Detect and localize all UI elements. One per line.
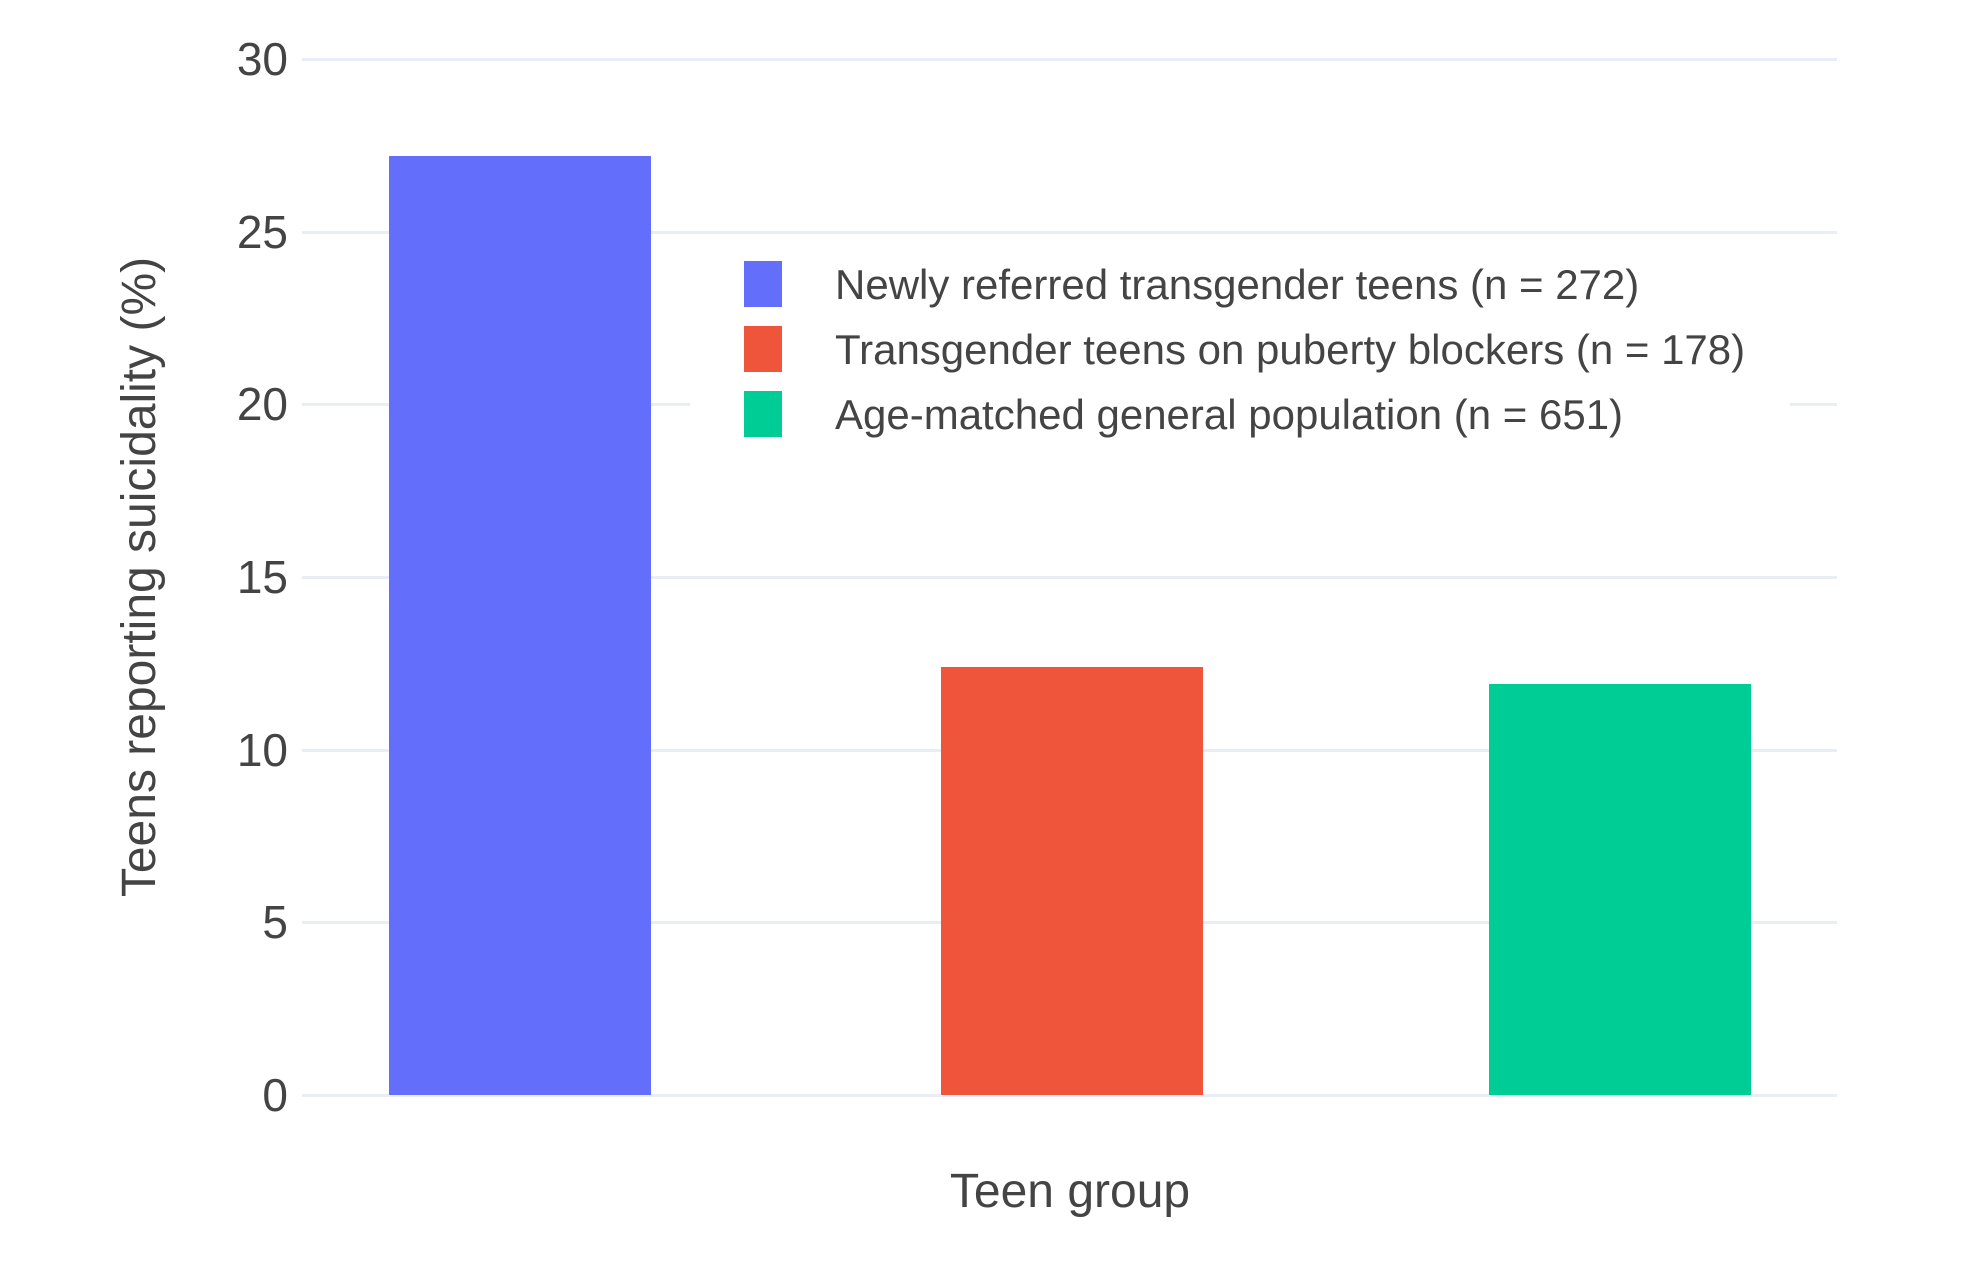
legend-swatch-2 [744,391,782,437]
legend-item-0: Newly referred transgender teens (n = 27… [690,252,1790,317]
y-tick-label-5: 5 [262,896,288,949]
y-tick-label-30: 30 [236,33,288,85]
x-axis-title: Teen group [949,1165,1191,1218]
y-axis-title: Teens reporting suicidality (%) [113,256,166,898]
bar-1 [941,666,1203,1095]
bar-0 [389,155,651,1095]
y-tick-label-20: 20 [236,378,288,431]
gridline-y-0 [302,1094,1837,1097]
y-tick-label-15: 15 [236,551,288,603]
gridline-y-25 [302,230,1837,234]
legend-label-0: Newly referred transgender teens (n = 27… [835,261,1640,308]
gridline-y-15 [302,576,1837,579]
legend-swatch-0 [744,261,782,307]
plot-area: Newly referred transgender teens (n = 27… [302,58,1837,1097]
gridline-y-30 [302,58,1837,61]
y-tick-label-0: 0 [262,1069,288,1121]
legend-item-2: Age-matched general population (n = 651) [690,382,1790,447]
y-tick-label-10: 10 [236,723,288,776]
legend-item-1: Transgender teens on puberty blockers (n… [690,317,1790,382]
y-tick-label-25: 25 [236,205,288,258]
legend-label-1: Transgender teens on puberty blockers (n… [835,326,1746,373]
legend: Newly referred transgender teens (n = 27… [690,238,1790,458]
bar-2 [1489,684,1751,1095]
legend-swatch-1 [744,326,782,372]
legend-label-2: Age-matched general population (n = 651) [835,391,1624,438]
